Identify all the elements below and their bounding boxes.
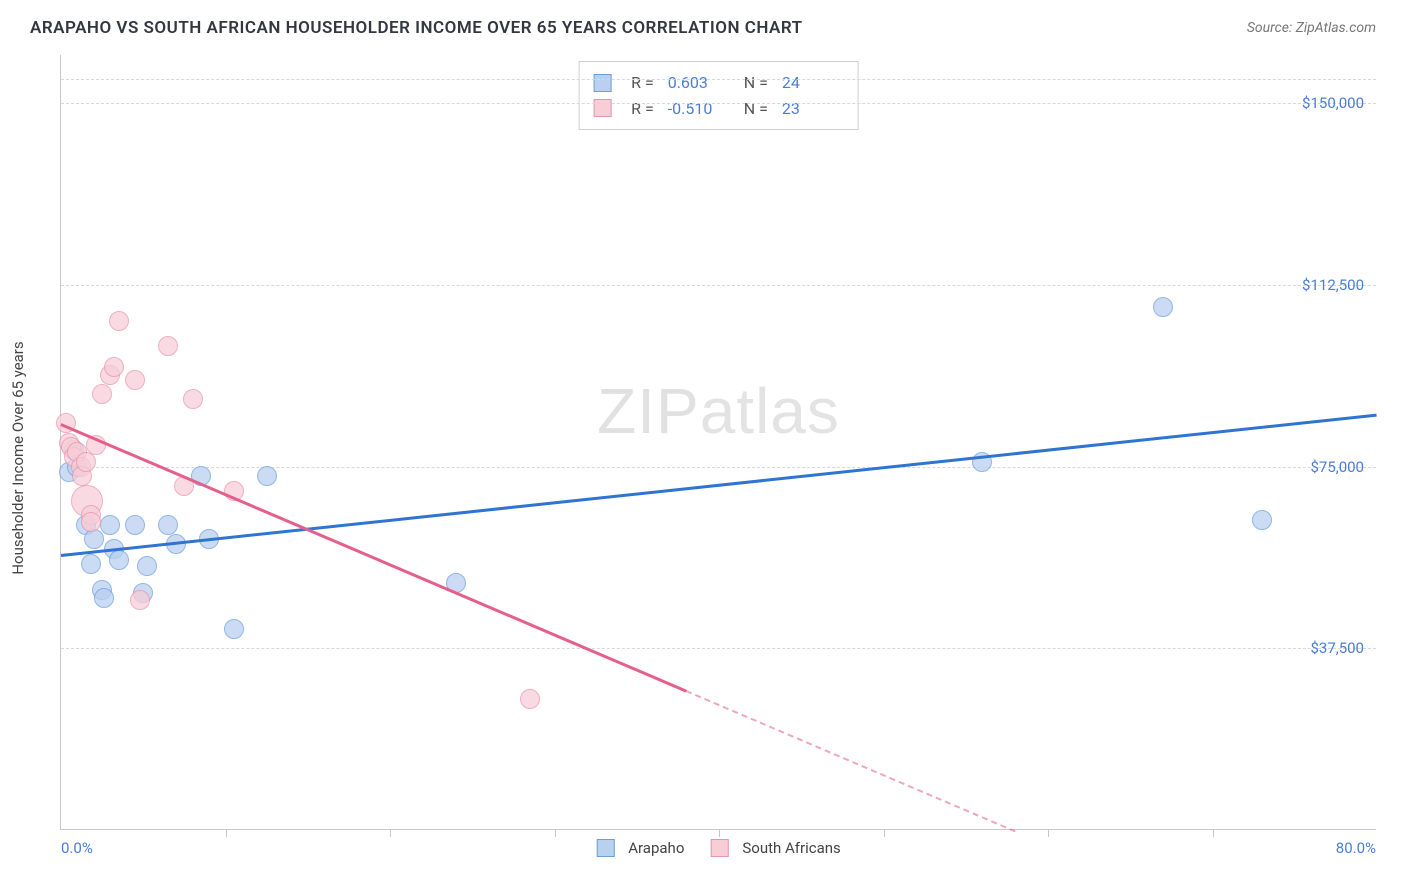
source-label: Source: ZipAtlas.com [1247, 20, 1376, 36]
plot-area: ZIPatlas R =0.603N =24R =-0.510N =23 0.0… [60, 55, 1376, 830]
data-point [1252, 510, 1272, 530]
chart-title: ARAPAHO VS SOUTH AFRICAN HOUSEHOLDER INC… [30, 18, 803, 38]
grid-line [61, 79, 1376, 80]
legend-label: Arapaho [628, 839, 684, 857]
legend-item: South Africans [710, 839, 840, 857]
y-tick-label: $112,500 [1302, 276, 1364, 294]
stats-r-value: -0.510 [668, 96, 724, 122]
x-axis-start-label: 0.0% [61, 839, 93, 857]
data-point [125, 370, 145, 390]
data-point [109, 550, 129, 570]
data-point [76, 452, 96, 472]
data-point [81, 554, 101, 574]
data-point [94, 588, 114, 608]
stats-r-label: R = [631, 70, 654, 96]
stats-r-value: 0.603 [668, 70, 724, 96]
x-tick [390, 829, 391, 837]
trend-line [686, 690, 1016, 832]
series-swatch [593, 74, 611, 92]
y-tick-label: $37,500 [1310, 639, 1364, 657]
y-tick-label: $75,000 [1310, 458, 1364, 476]
watermark: ZIPatlas [597, 374, 840, 448]
grid-line [61, 648, 1376, 649]
x-tick [1213, 829, 1214, 837]
data-point [1153, 297, 1173, 317]
trend-line [61, 423, 687, 692]
data-point [520, 689, 540, 709]
legend-label: South Africans [742, 839, 840, 857]
data-point [84, 529, 104, 549]
legend-item: Arapaho [596, 839, 684, 857]
x-tick [226, 829, 227, 837]
chart-header: ARAPAHO VS SOUTH AFRICAN HOUSEHOLDER INC… [0, 0, 1406, 48]
stats-n-value: 23 [782, 96, 838, 122]
series-legend: Arapaho South Africans [596, 839, 841, 857]
data-point [224, 619, 244, 639]
data-point [158, 336, 178, 356]
x-tick [884, 829, 885, 837]
stats-n-label: N = [744, 96, 768, 122]
stats-n-label: N = [744, 70, 768, 96]
stats-row: R = 0.603 N = 24 [593, 70, 838, 96]
data-point [125, 515, 145, 535]
legend-swatch [596, 839, 614, 857]
legend-swatch [710, 839, 728, 857]
x-tick [719, 829, 720, 837]
data-point [257, 466, 277, 486]
x-axis-end-label: 80.0% [1336, 839, 1376, 857]
data-point [137, 556, 157, 576]
data-point [100, 515, 120, 535]
data-point [104, 357, 124, 377]
stats-n-value: 24 [782, 70, 838, 96]
data-point [130, 590, 150, 610]
stats-row: R = -0.510 N = 23 [593, 96, 838, 122]
grid-line [61, 467, 1376, 468]
stats-legend-box: R = 0.603 N = 24 R = -0.510 N = 23 [578, 61, 859, 130]
series-swatch [593, 99, 611, 117]
data-point [92, 384, 112, 404]
stats-r-label: R = [631, 96, 654, 122]
grid-line [61, 103, 1376, 104]
data-point [109, 311, 129, 331]
data-point [183, 389, 203, 409]
y-axis-title: Householder Income Over 65 years [9, 341, 27, 574]
y-tick-label: $150,000 [1302, 94, 1364, 112]
data-point [158, 515, 178, 535]
trend-line [61, 413, 1377, 556]
x-tick [555, 829, 556, 837]
data-point [81, 512, 101, 532]
x-tick [1048, 829, 1049, 837]
grid-line [61, 285, 1376, 286]
chart-container: Householder Income Over 65 years ZIPatla… [30, 55, 1376, 860]
